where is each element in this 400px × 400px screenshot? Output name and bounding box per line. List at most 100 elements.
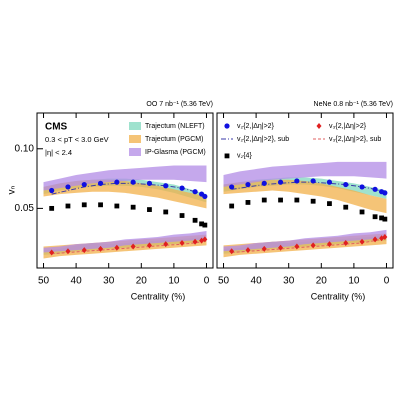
data-point — [179, 185, 185, 191]
data-point — [49, 205, 55, 211]
x-tick-label: 50 — [38, 276, 50, 287]
data-point — [343, 239, 349, 246]
data-point — [192, 217, 198, 223]
data-line — [231, 181, 386, 194]
data-point — [114, 203, 120, 209]
x-axis-label: Centrality (%) — [311, 291, 366, 301]
legend-label: v₃{2,|Δη|>2}, sub — [329, 136, 381, 143]
y-tick-label: 0.10 — [15, 143, 35, 154]
x-tick-label: 40 — [251, 276, 263, 287]
x-tick-label: 10 — [348, 276, 360, 287]
data-point — [245, 200, 251, 205]
data-point — [202, 236, 208, 243]
plot-frame — [36, 112, 214, 269]
data-point — [147, 207, 152, 212]
data-point — [98, 245, 104, 252]
data-point — [229, 203, 235, 209]
data-point — [202, 193, 208, 200]
plot-frame — [216, 112, 394, 269]
data-point — [65, 248, 71, 255]
data-point — [294, 197, 300, 203]
annotation: CMS — [45, 122, 68, 133]
legend-label: v₃{2,|Δη|>2} — [329, 123, 367, 130]
data-point — [278, 244, 284, 251]
data-point — [81, 202, 87, 208]
data-point — [49, 187, 55, 194]
data-point — [163, 209, 169, 215]
model-band — [223, 179, 387, 214]
x-tick-label: 20 — [316, 276, 328, 287]
data-point — [294, 178, 300, 184]
data-point — [49, 249, 55, 256]
data-point — [261, 180, 267, 186]
legend-swatch — [224, 123, 230, 129]
data-point — [97, 180, 104, 186]
data-point — [379, 215, 384, 221]
legend-label: Trajectum (NLEFT) — [145, 123, 205, 130]
data-point — [277, 179, 284, 185]
data-point — [192, 238, 198, 245]
legend-swatch — [129, 122, 141, 130]
data-point — [179, 239, 185, 246]
data-point — [326, 179, 333, 185]
data-line — [51, 182, 206, 197]
data-point — [294, 243, 300, 250]
legend-label: Trajectum (PGCM) — [145, 136, 203, 143]
data-point — [114, 179, 120, 185]
data-point — [278, 197, 283, 203]
data-point — [343, 181, 349, 188]
x-tick-label: 30 — [103, 276, 115, 287]
data-point — [98, 202, 103, 208]
legend-label: IP-Glasma (PGCM) — [145, 149, 206, 156]
legend-label: v₂{4} — [237, 153, 252, 160]
data-point — [245, 181, 251, 188]
x-tick-label: 50 — [218, 276, 230, 287]
data-point — [310, 198, 316, 204]
data-point — [114, 244, 120, 251]
data-point — [359, 209, 365, 215]
data-point — [179, 213, 185, 218]
data-point — [343, 204, 349, 210]
x-tick-label: 0 — [384, 276, 390, 287]
data-point — [163, 183, 169, 189]
data-point — [327, 201, 332, 207]
data-point — [81, 181, 87, 188]
data-point — [65, 184, 71, 190]
x-tick-label: 30 — [283, 276, 295, 287]
data-point — [372, 236, 378, 243]
data-point — [245, 247, 251, 254]
data-point — [130, 204, 136, 210]
data-point — [372, 214, 378, 220]
data-point — [199, 221, 204, 227]
data-point — [359, 184, 365, 190]
data-point — [163, 241, 169, 248]
y-axis-label: vₙ — [7, 185, 18, 194]
data-point — [382, 234, 388, 240]
data-point — [261, 245, 267, 252]
x-axis-label: Centrality (%) — [131, 291, 186, 301]
legend-swatch — [224, 153, 230, 159]
data-point — [81, 247, 87, 254]
data-point — [261, 197, 267, 203]
model-band — [223, 161, 387, 187]
data-point — [229, 184, 235, 190]
x-tick-label: 40 — [71, 276, 83, 287]
data-point — [359, 238, 365, 245]
data-point — [382, 216, 388, 222]
legend-swatch — [129, 148, 141, 156]
data-point — [229, 248, 235, 255]
data-point — [382, 190, 388, 196]
x-tick-label: 20 — [136, 276, 148, 287]
legend-label: v₂{2,|Δη|>2}, sub — [237, 136, 289, 143]
x-tick-label: 10 — [168, 276, 180, 287]
data-point — [372, 186, 378, 192]
annotation: 0.3 < pT < 3.0 GeV — [45, 135, 109, 144]
data-point — [326, 241, 332, 248]
data-point — [202, 222, 208, 228]
data-point — [65, 203, 71, 209]
legend-label: v₂{2,|Δη|>2} — [237, 123, 275, 130]
legend-swatch — [129, 135, 141, 143]
x-tick-label: 0 — [204, 276, 210, 287]
legend-swatch — [316, 123, 322, 129]
